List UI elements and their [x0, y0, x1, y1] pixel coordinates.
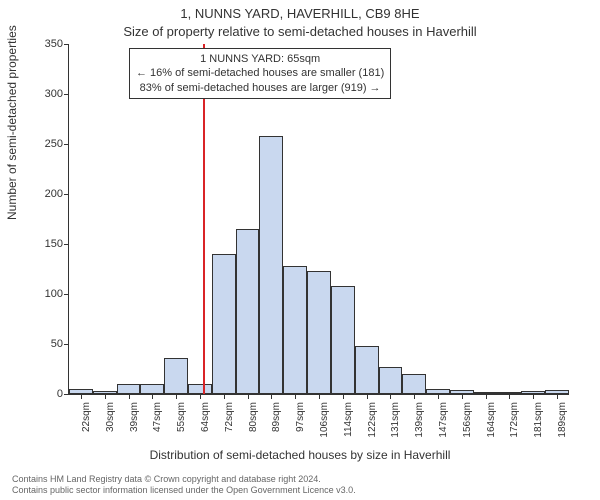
x-tick [343, 394, 344, 399]
x-tick-label: 64sqm [200, 402, 211, 452]
y-tick-label: 150 [33, 238, 63, 250]
y-tick [64, 394, 69, 395]
bar [307, 271, 331, 394]
y-tick [64, 244, 69, 245]
annotation-line-1: 1 NUNNS YARD: 65sqm [136, 52, 384, 66]
bar [212, 254, 236, 394]
bar [236, 229, 260, 394]
y-tick [64, 344, 69, 345]
annotation-box: 1 NUNNS YARD: 65sqm ← 16% of semi-detach… [129, 48, 391, 99]
bar [188, 384, 212, 394]
x-tick [176, 394, 177, 399]
bar [283, 266, 307, 394]
x-tick-label: 164sqm [486, 402, 497, 452]
y-tick [64, 194, 69, 195]
x-tick [438, 394, 439, 399]
x-tick [81, 394, 82, 399]
x-axis-label: Distribution of semi-detached houses by … [0, 448, 600, 462]
x-tick [509, 394, 510, 399]
x-tick-label: 47sqm [152, 402, 163, 452]
x-tick [248, 394, 249, 399]
x-tick-label: 72sqm [224, 402, 235, 452]
x-tick-label: 89sqm [271, 402, 282, 452]
chart-title-main: 1, NUNNS YARD, HAVERHILL, CB9 8HE [0, 6, 600, 21]
x-tick-label: 30sqm [105, 402, 116, 452]
y-tick-label: 350 [33, 38, 63, 50]
y-tick-label: 250 [33, 138, 63, 150]
footer-line-2: Contains public sector information licen… [12, 485, 356, 496]
x-tick-label: 181sqm [533, 402, 544, 452]
x-tick-label: 80sqm [248, 402, 259, 452]
x-tick-label: 22sqm [81, 402, 92, 452]
bar [117, 384, 141, 394]
x-tick-label: 39sqm [129, 402, 140, 452]
x-tick [533, 394, 534, 399]
x-tick-label: 114sqm [343, 402, 354, 452]
bar [331, 286, 355, 394]
x-tick-label: 139sqm [414, 402, 425, 452]
x-tick [200, 394, 201, 399]
bar [355, 346, 379, 394]
y-tick [64, 44, 69, 45]
y-tick-label: 0 [33, 388, 63, 400]
x-tick [557, 394, 558, 399]
bar [402, 374, 426, 394]
x-tick-label: 97sqm [295, 402, 306, 452]
x-tick [367, 394, 368, 399]
y-axis-label: Number of semi-detached properties [5, 25, 19, 220]
x-tick [462, 394, 463, 399]
y-tick-label: 100 [33, 288, 63, 300]
x-tick-label: 172sqm [509, 402, 520, 452]
annotation-line-3: 83% of semi-detached houses are larger (… [136, 81, 384, 95]
x-tick [224, 394, 225, 399]
chart-title-sub: Size of property relative to semi-detach… [0, 24, 600, 39]
bar [379, 367, 403, 394]
y-tick [64, 144, 69, 145]
plot-area: 1 NUNNS YARD: 65sqm ← 16% of semi-detach… [68, 44, 569, 395]
x-tick-label: 156sqm [462, 402, 473, 452]
x-tick [486, 394, 487, 399]
x-tick-label: 55sqm [176, 402, 187, 452]
footer-line-1: Contains HM Land Registry data © Crown c… [12, 474, 356, 485]
bar [164, 358, 188, 394]
x-tick [414, 394, 415, 399]
y-tick [64, 294, 69, 295]
x-tick-label: 106sqm [319, 402, 330, 452]
x-tick [129, 394, 130, 399]
x-tick-label: 189sqm [557, 402, 568, 452]
annotation-line-2: ← 16% of semi-detached houses are smalle… [136, 66, 384, 80]
footer-attribution: Contains HM Land Registry data © Crown c… [12, 474, 356, 497]
x-tick-label: 122sqm [367, 402, 378, 452]
x-tick-label: 131sqm [390, 402, 401, 452]
y-tick-label: 300 [33, 88, 63, 100]
x-tick [105, 394, 106, 399]
x-tick [319, 394, 320, 399]
x-tick [152, 394, 153, 399]
y-tick [64, 94, 69, 95]
chart-container: 1, NUNNS YARD, HAVERHILL, CB9 8HE Size o… [0, 0, 600, 500]
y-tick-label: 200 [33, 188, 63, 200]
bar [259, 136, 283, 394]
x-tick [390, 394, 391, 399]
y-tick-label: 50 [33, 338, 63, 350]
x-tick-label: 147sqm [438, 402, 449, 452]
x-tick [271, 394, 272, 399]
bar [140, 384, 164, 394]
x-tick [295, 394, 296, 399]
